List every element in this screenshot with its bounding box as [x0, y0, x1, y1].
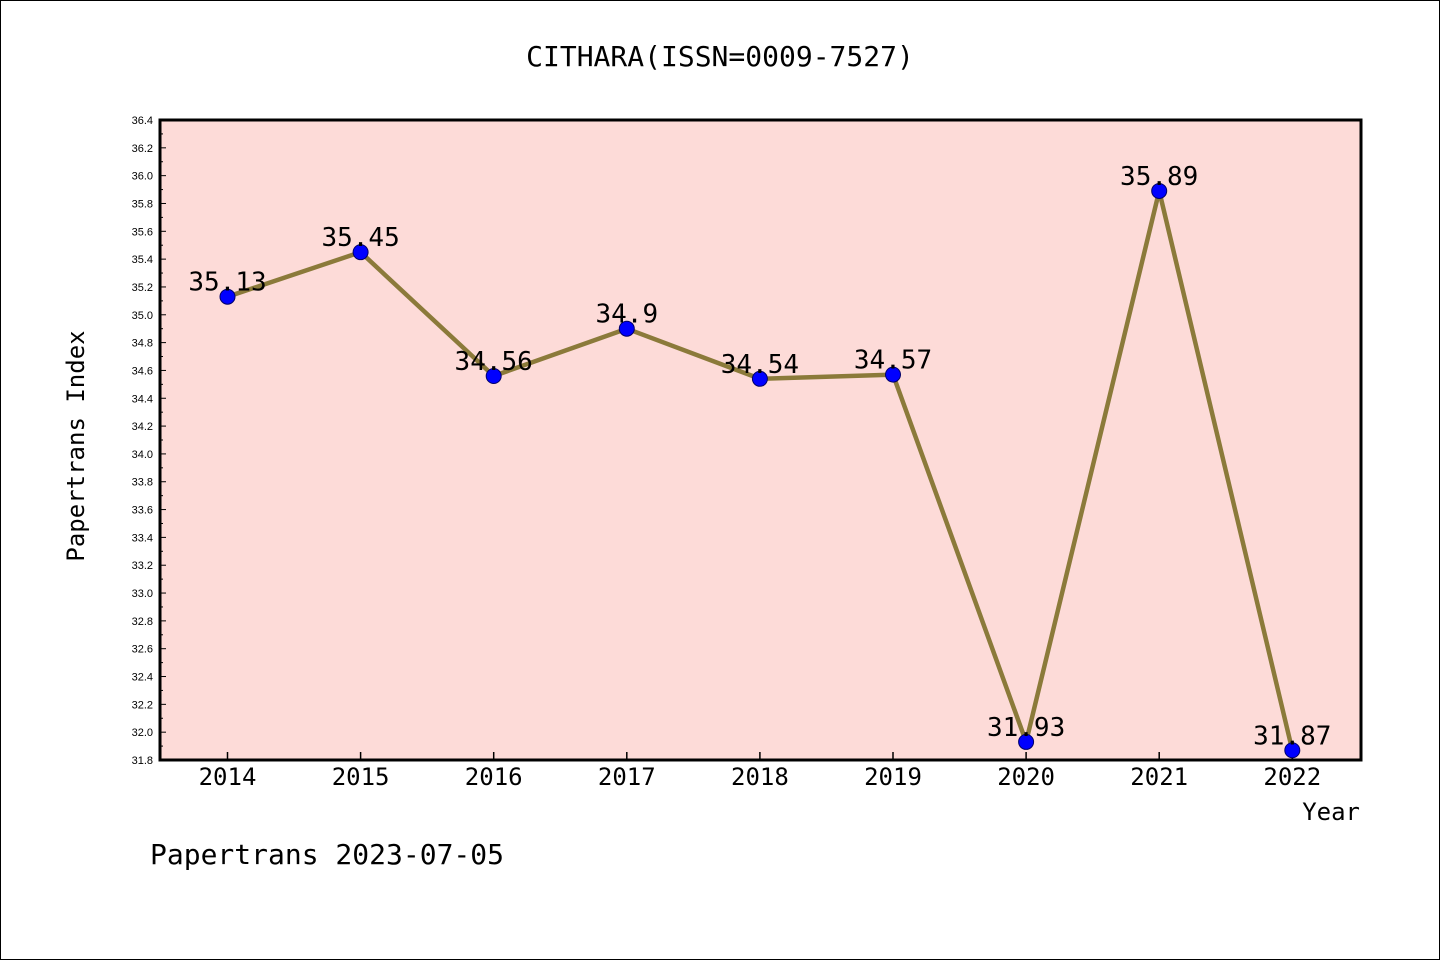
- data-point-marker: [1151, 182, 1168, 199]
- data-point-marker: [352, 244, 369, 261]
- y-tick-label: 32.8: [132, 616, 153, 628]
- y-tick-label: 36.4: [132, 115, 153, 127]
- y-tick-label: 33.4: [132, 532, 153, 544]
- data-point-marker: [618, 320, 635, 337]
- y-tick-label: 34.2: [132, 421, 153, 433]
- y-tick-label: 33.6: [132, 505, 153, 517]
- x-tick-label: 2016: [465, 763, 523, 791]
- series-line-segment: [757, 372, 896, 382]
- data-label: 34.9: [595, 300, 658, 330]
- data-label: 31.87: [1253, 721, 1331, 751]
- y-tick-label: 35.4: [132, 254, 153, 266]
- data-point-marker: [751, 370, 768, 387]
- y-tick-label: 31.8: [132, 755, 153, 767]
- series-line-segment: [890, 372, 1029, 745]
- series-line-segment: [624, 326, 763, 382]
- y-tick-label: 34.6: [132, 365, 153, 377]
- y-tick-label: 33.2: [132, 560, 153, 572]
- x-tick-label: 2017: [598, 763, 656, 791]
- y-tick-label: 34.8: [132, 338, 153, 350]
- data-label: 35.45: [321, 223, 399, 253]
- series-line-segment: [225, 249, 363, 299]
- x-tick-label: 2015: [332, 763, 390, 791]
- y-tick-label: 35.2: [132, 282, 153, 294]
- x-tick-label: 2019: [864, 763, 922, 791]
- x-tick-label: 2018: [731, 763, 789, 791]
- y-tick-label: 32.2: [132, 699, 153, 711]
- plot-area: [158, 118, 1363, 762]
- series-line-segment: [491, 326, 630, 379]
- data-label: 34.56: [455, 347, 533, 377]
- y-tick-label: 35.6: [132, 226, 153, 238]
- series-line-segment: [358, 249, 496, 379]
- data-point-marker: [485, 368, 502, 384]
- data-point-marker: [885, 366, 901, 383]
- y-tick-label: 34.4: [132, 393, 153, 405]
- x-tick-label: 2021: [1130, 763, 1188, 791]
- x-tick-label: 2014: [199, 763, 257, 791]
- data-label: 35.89: [1120, 162, 1198, 192]
- x-axis-label: Year: [1302, 798, 1360, 826]
- y-tick-label: 36.2: [132, 143, 153, 155]
- footer-caption: Papertrans 2023-07-05: [150, 838, 504, 871]
- y-tick-label: 32.6: [132, 644, 153, 656]
- x-tick-label: 2020: [997, 763, 1055, 791]
- y-tick-label: 36.0: [132, 171, 153, 183]
- series-line-segment: [1156, 188, 1295, 753]
- data-label: 34.54: [721, 350, 799, 380]
- y-tick-label: 33.0: [132, 588, 153, 600]
- data-labels-layer: 35.13 35.45 34.56 34.9 34.54 34.57 31.93 35.89 3…: [188, 162, 1331, 751]
- y-tick-label: 34.0: [132, 449, 153, 461]
- x-axis: 2014 2015 2016 2017 2018 2019 2020 2021 2022: [199, 752, 1321, 791]
- y-tick-label: 35.8: [132, 198, 153, 210]
- series-layer: [219, 182, 1301, 759]
- y-tick-label: 32.0: [132, 727, 153, 739]
- data-label: 35.13: [188, 268, 266, 298]
- y-axis-label: Papertrans Index: [62, 330, 90, 561]
- data-label: 31.93: [987, 713, 1065, 743]
- chart-title: CITHARA(ISSN=0009-7527): [526, 40, 914, 73]
- x-tick-label: 2022: [1263, 763, 1321, 791]
- data-point-marker: [1284, 742, 1301, 759]
- series-line-segment: [1023, 188, 1162, 745]
- y-axis: 31.8 32.0 32.2 32.4 32.6 32.8 33.0 33.2 33.4 33.6…: [132, 115, 166, 767]
- y-tick-label: 35.0: [132, 310, 153, 322]
- y-tick-label: 33.8: [132, 477, 153, 489]
- data-point-marker: [219, 288, 236, 305]
- data-point-marker: [1018, 733, 1035, 750]
- y-tick-label: 32.4: [132, 672, 153, 684]
- data-label: 34.57: [854, 346, 932, 376]
